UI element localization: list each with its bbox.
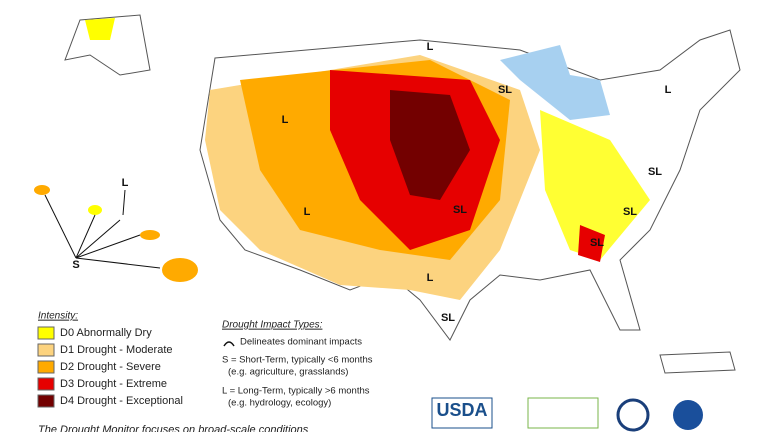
map-label: SL <box>648 166 662 178</box>
hawaii <box>140 230 160 240</box>
impact-line: L = Long-Term, typically >6 months <box>222 386 370 397</box>
drought-d4 <box>390 90 470 200</box>
map-label: L <box>665 84 672 96</box>
legend-label: D2 Drought - Severe <box>60 361 161 373</box>
alaska-d0 <box>85 18 115 40</box>
map-label: L <box>282 114 289 126</box>
legend-swatch <box>37 326 55 340</box>
legend-swatch <box>37 394 55 408</box>
map-label: SL <box>623 206 637 218</box>
legend-swatch <box>37 343 55 357</box>
impact-line: Delineates dominant impacts <box>240 337 362 348</box>
usda-logo <box>431 397 493 429</box>
map-label: L <box>427 41 434 53</box>
puerto-rico <box>659 351 736 374</box>
impact-line: (e.g. hydrology, ecology) <box>228 398 331 409</box>
alaska <box>64 14 151 76</box>
impact-line: S = Short-Term, typically <6 months <box>222 355 373 366</box>
great-lakes <box>500 45 610 120</box>
map-label: S <box>72 259 79 271</box>
map-label: L <box>304 206 311 218</box>
legend-label: D4 Drought - Exceptional <box>60 395 183 407</box>
footer-note: The Drought Monitor focuses on broad-sca… <box>38 424 309 432</box>
impact-title: Drought Impact Types: <box>222 320 323 331</box>
map-label: L <box>427 272 434 284</box>
noaa-logo <box>673 400 703 430</box>
legend-swatch <box>37 360 55 374</box>
legend-label: D1 Drought - Moderate <box>60 344 173 356</box>
hawaii <box>88 205 102 215</box>
legend-label: D0 Abnormally Dry <box>60 327 152 339</box>
drought-d3-southeast <box>578 225 605 262</box>
map-label: SL <box>498 84 512 96</box>
map-label: SL <box>590 237 604 249</box>
legend-label: D3 Drought - Extreme <box>60 378 167 390</box>
leader-lines <box>44 189 161 269</box>
drought-d0 <box>540 110 650 260</box>
map-label: SL <box>453 204 467 216</box>
doc-seal <box>616 398 650 432</box>
map-label: SL <box>441 312 455 324</box>
map-label: L <box>122 177 129 189</box>
usda-logo-text: USDA <box>436 400 487 420</box>
impact-line: (e.g. agriculture, grasslands) <box>228 367 348 378</box>
legend-title: Intensity: <box>38 311 78 322</box>
impact-line-icon <box>223 341 235 347</box>
hawaii <box>162 258 198 282</box>
legend-swatch <box>37 377 55 391</box>
ndmc-logo <box>527 397 599 429</box>
hawaii <box>34 185 50 195</box>
